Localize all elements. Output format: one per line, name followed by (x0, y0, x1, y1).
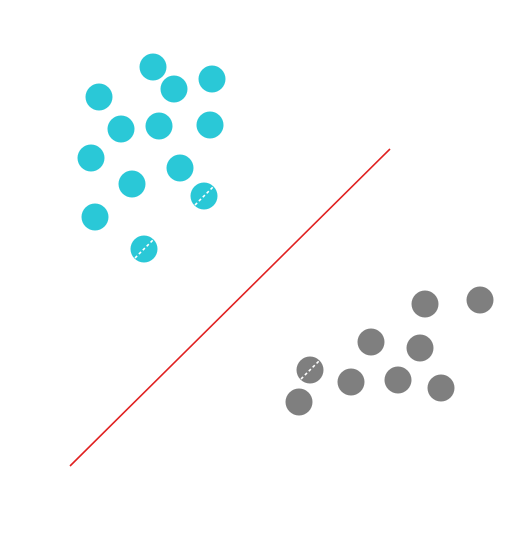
cluster-b-point (337, 368, 365, 396)
cluster-b-support-marker (300, 360, 320, 380)
cluster-a-group (77, 53, 226, 263)
separating-line (69, 148, 391, 467)
cluster-b-point (384, 366, 412, 394)
cluster-a-support-marker (194, 186, 214, 206)
cluster-a-point (85, 83, 113, 111)
cluster-b-point (427, 374, 455, 402)
cluster-a-point (77, 144, 105, 172)
cluster-a-point (118, 170, 146, 198)
cluster-a-point (196, 111, 224, 139)
cluster-b-group (285, 286, 494, 416)
cluster-a-point (81, 203, 109, 231)
cluster-a-point (139, 53, 167, 81)
cluster-a-point (107, 115, 135, 143)
cluster-b-point (406, 334, 434, 362)
cluster-b-point (411, 290, 439, 318)
cluster-b-point (357, 328, 385, 356)
cluster-a-point (160, 75, 188, 103)
cluster-a-point (198, 65, 226, 93)
cluster-b-point (466, 286, 494, 314)
cluster-b-point (285, 388, 313, 416)
cluster-a-point (145, 112, 173, 140)
cluster-a-support-marker (134, 239, 154, 259)
cluster-a-point (166, 154, 194, 182)
